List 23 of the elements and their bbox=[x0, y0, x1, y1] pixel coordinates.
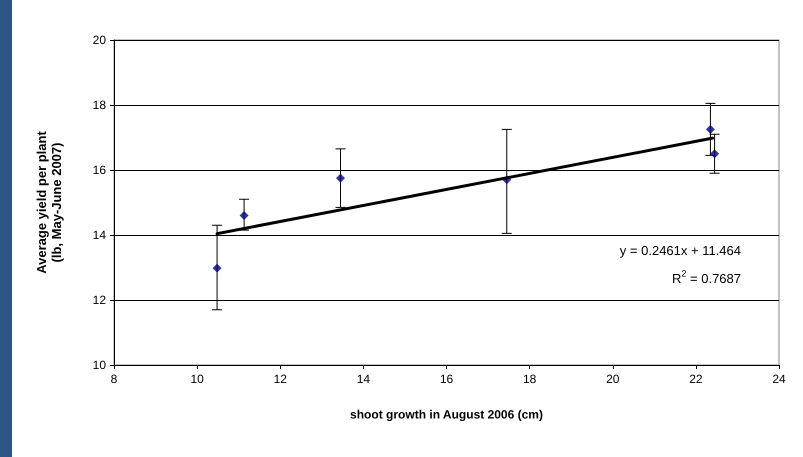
y-tick-label: 10 bbox=[92, 358, 106, 372]
x-tick-label: 24 bbox=[772, 372, 786, 386]
x-axis-title: shoot growth in August 2006 (cm) bbox=[350, 408, 543, 422]
x-tick-label: 20 bbox=[606, 372, 620, 386]
x-tick-label: 16 bbox=[440, 372, 454, 386]
x-tick-label: 8 bbox=[110, 372, 118, 386]
y-axis-title: Average yield per plant (lb, May-June 2007) bbox=[34, 130, 64, 274]
x-tick-label: 12 bbox=[274, 372, 288, 386]
x-tick-label: 10 bbox=[190, 372, 204, 386]
x-tick-label: 14 bbox=[356, 372, 370, 386]
y-tick-label: 12 bbox=[92, 293, 106, 307]
y-tick-label: 18 bbox=[92, 98, 106, 112]
y-tick-label: 14 bbox=[92, 228, 106, 242]
point bbox=[710, 149, 720, 158]
annotation: y = 0.2461x + 11.464 bbox=[620, 243, 742, 258]
x-tick-label: 18 bbox=[522, 372, 537, 386]
point bbox=[336, 174, 346, 183]
x-tick-label: 22 bbox=[689, 372, 703, 386]
y-tick-label: 20 bbox=[92, 33, 106, 47]
point bbox=[240, 211, 249, 220]
point bbox=[212, 264, 222, 273]
y-tick-label: 16 bbox=[92, 163, 106, 177]
point bbox=[706, 124, 715, 134]
